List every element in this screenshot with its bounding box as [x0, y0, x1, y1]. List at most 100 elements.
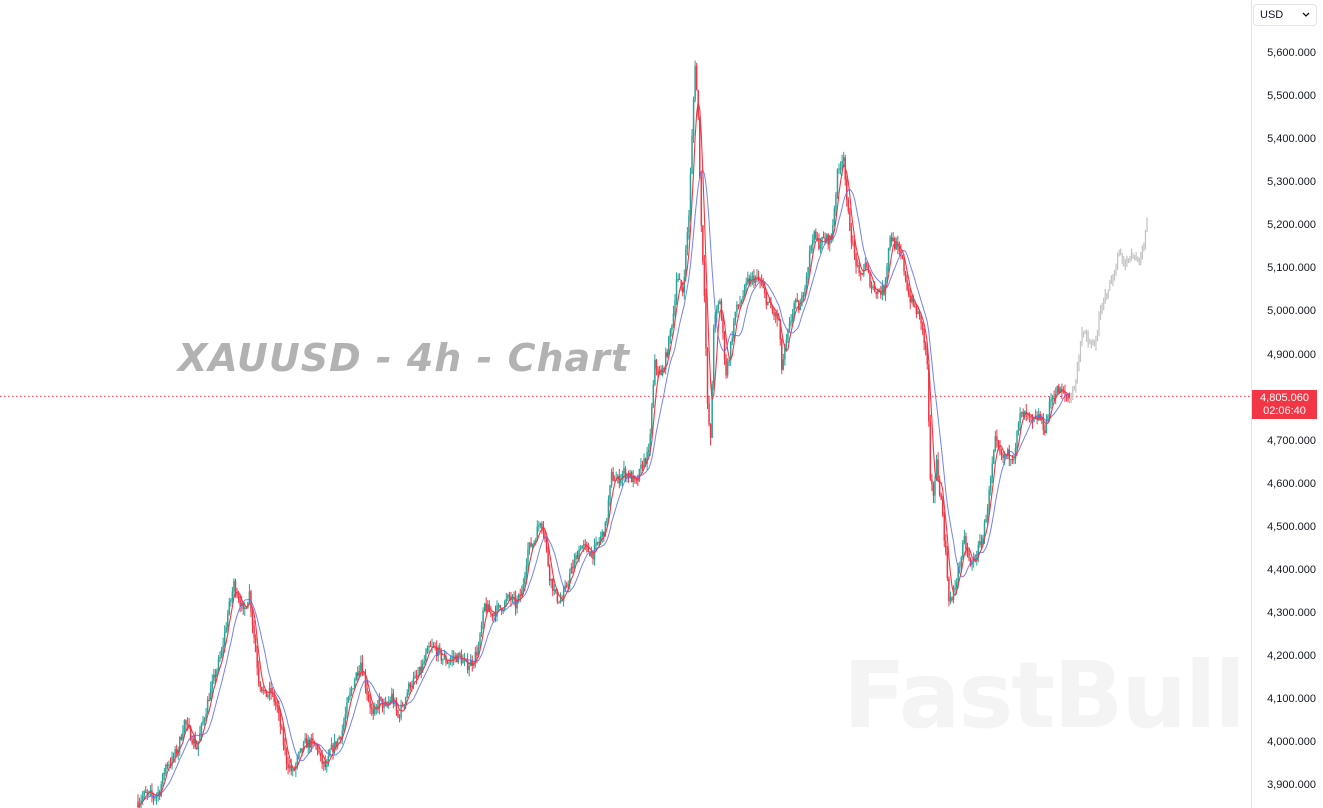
fastbull-watermark: FastBull	[843, 642, 1246, 749]
y-tick-label: 5,500.000	[1267, 89, 1316, 102]
candle-body	[909, 295, 911, 303]
chart-title: XAUUSD - 4h - Chart	[178, 336, 631, 380]
candle-body	[655, 359, 658, 369]
candle-body	[1054, 393, 1057, 399]
y-tick-label: 5,200.000	[1267, 219, 1316, 232]
candle-body	[716, 309, 718, 315]
candle-body	[756, 276, 758, 278]
candle-body	[963, 536, 966, 543]
candle-body	[339, 737, 342, 739]
candle-body	[920, 314, 922, 324]
candle-body	[213, 674, 215, 681]
candle-body	[613, 480, 616, 482]
candle-body	[377, 706, 379, 709]
candle-body	[856, 264, 859, 267]
candle-body	[217, 659, 220, 671]
candle-body	[641, 464, 644, 468]
countdown-label: 02:06:40	[1263, 405, 1306, 417]
candle-body	[459, 653, 461, 656]
candle-body	[881, 286, 884, 295]
candle-body	[426, 647, 429, 654]
candle-body	[586, 544, 588, 546]
candle-body	[384, 703, 387, 705]
moving-average-slow-line	[137, 169, 1070, 808]
candle-body	[810, 245, 812, 251]
candle-body	[1008, 449, 1011, 460]
candle-body	[298, 752, 300, 757]
candle-body	[674, 300, 676, 314]
currency-select[interactable]: USD	[1253, 4, 1317, 26]
candle-body	[1025, 411, 1028, 414]
candle-body	[531, 543, 534, 547]
candle-body	[304, 738, 306, 743]
candle-body	[477, 647, 480, 656]
candle-body	[196, 747, 198, 750]
candle-body	[928, 364, 930, 422]
candle-body	[847, 199, 850, 212]
candle-body	[267, 694, 269, 697]
candle-body	[350, 688, 353, 693]
candle-body	[490, 612, 492, 614]
candle-body	[1059, 388, 1062, 394]
candle-body	[829, 235, 831, 245]
candle-body	[587, 545, 590, 552]
y-tick-label: 5,000.000	[1267, 305, 1316, 318]
candle-body	[770, 301, 772, 309]
candle-body	[370, 707, 373, 710]
candle-body	[199, 733, 201, 742]
candle-body	[454, 655, 456, 658]
candle-body	[779, 319, 781, 340]
candle-body	[412, 678, 415, 686]
candle-body	[971, 561, 973, 565]
candle-body	[374, 707, 376, 714]
candle-body	[773, 311, 775, 317]
candle-body	[162, 773, 164, 785]
candle-body	[149, 790, 152, 792]
candle-body	[972, 558, 975, 562]
candle-body	[745, 282, 747, 286]
candle-body	[302, 742, 305, 751]
candle-body	[788, 322, 791, 330]
candle-body	[1045, 419, 1048, 434]
candle-body	[471, 660, 474, 666]
candle-body	[646, 451, 648, 464]
y-tick-label: 4,300.000	[1267, 607, 1316, 620]
candle-body	[968, 552, 970, 559]
candle-body	[771, 308, 774, 312]
candle-body	[958, 566, 961, 568]
candle-body	[765, 292, 768, 305]
candle-body	[203, 718, 206, 722]
candle-body	[324, 761, 327, 768]
candle-body	[1003, 454, 1006, 458]
candle-body	[264, 690, 266, 692]
candle-body	[415, 675, 418, 678]
candle-body	[694, 66, 696, 100]
candle-body	[948, 578, 950, 602]
candle-body	[702, 225, 704, 262]
candle-body	[725, 358, 727, 376]
candle-body	[872, 286, 874, 288]
candle-body	[234, 581, 237, 594]
candle-body	[977, 544, 980, 558]
candle-body	[737, 304, 740, 306]
candle-body	[801, 295, 803, 306]
candle-body	[514, 598, 517, 609]
candle-body	[610, 472, 613, 486]
candle-body	[859, 272, 862, 274]
candle-body	[233, 581, 235, 592]
candle-body	[699, 116, 701, 177]
candle-body	[850, 230, 853, 243]
candle-body	[601, 531, 604, 537]
chevron-down-icon	[1302, 9, 1310, 21]
candle-body	[202, 721, 204, 724]
chart-plot-area[interactable]: XAUUSD - 4h - Chart FastBull	[0, 0, 1251, 808]
candle-body	[767, 301, 769, 305]
candle-body	[534, 540, 537, 543]
candle-body	[590, 551, 593, 557]
candle-body	[185, 720, 187, 725]
candle-body	[244, 607, 246, 609]
candle-body	[898, 246, 901, 251]
candle-body	[620, 478, 622, 484]
candle-body	[569, 573, 571, 584]
candle-body	[807, 266, 809, 276]
